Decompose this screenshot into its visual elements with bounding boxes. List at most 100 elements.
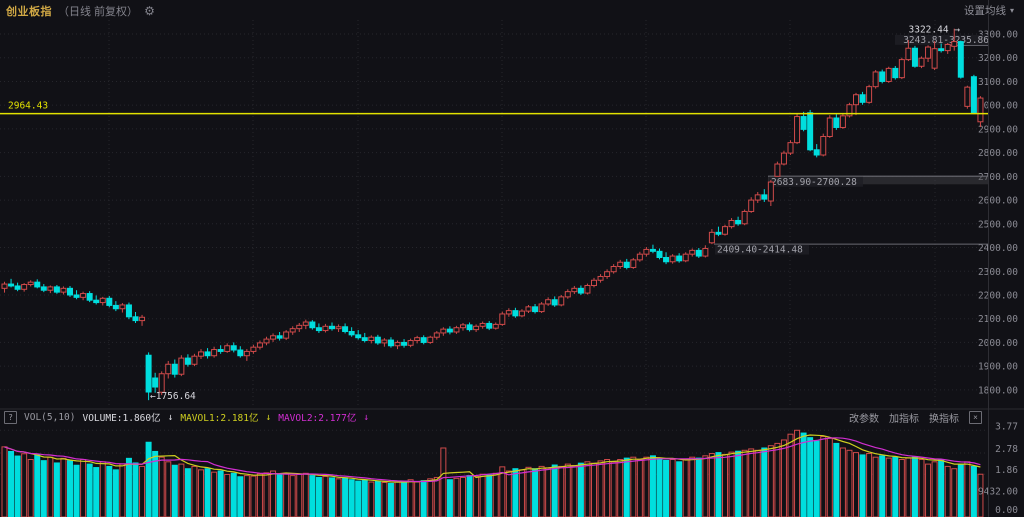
candle xyxy=(558,296,565,306)
volume-bar xyxy=(623,457,630,517)
volume-bar xyxy=(361,479,368,517)
gear-icon[interactable]: ⚙ xyxy=(144,4,155,18)
volume-bar xyxy=(125,457,132,517)
modify-params-button[interactable]: 改参数 xyxy=(849,413,879,425)
candle xyxy=(676,255,683,262)
volume-bar xyxy=(178,463,185,517)
volume-axis-label: 9432.00 xyxy=(978,486,1018,497)
volume-bar xyxy=(853,452,859,517)
volume-bar xyxy=(93,467,100,517)
volume-legend: ? VOL(5,10) VOLUME:1.860亿 ↓ MAVOL1:2.181… xyxy=(4,410,369,424)
gap-label: 2683.90-2700.28 xyxy=(771,177,857,188)
candle xyxy=(329,325,335,330)
gap-label-bg xyxy=(895,34,989,45)
volume-bar xyxy=(67,460,73,517)
price-axis-label: 2600.00 xyxy=(978,196,1018,207)
volume-bar xyxy=(40,460,47,517)
candle xyxy=(754,194,761,201)
ma-settings-dropdown[interactable]: 设置均线 ▾ xyxy=(964,3,1014,18)
candle xyxy=(158,373,165,393)
close-icon[interactable]: × xyxy=(969,410,982,424)
candle xyxy=(813,149,820,156)
price-axis-label: 3000.00 xyxy=(978,101,1018,112)
volume-bar xyxy=(322,476,329,517)
volume-bar xyxy=(132,462,139,517)
volume-bar xyxy=(571,464,578,517)
symbol-name: 创业板指 xyxy=(6,6,52,18)
volume-bar xyxy=(145,441,152,517)
candle xyxy=(794,116,801,144)
candle xyxy=(545,299,552,305)
candle xyxy=(1,283,8,289)
candle xyxy=(853,94,859,106)
candle xyxy=(938,48,945,52)
help-icon[interactable]: ? xyxy=(4,410,17,424)
change-indicator-button[interactable]: 换指标 xyxy=(929,413,959,425)
volume-bar xyxy=(204,468,211,517)
volume-bar xyxy=(702,455,709,517)
candle xyxy=(957,41,964,78)
candle xyxy=(230,345,237,351)
volume-bar xyxy=(106,465,113,517)
candle xyxy=(748,199,755,212)
price-annotation: 3322.44 → xyxy=(909,25,961,36)
candle xyxy=(368,336,375,342)
volume-bar xyxy=(866,453,873,517)
candle xyxy=(93,299,100,304)
volume-bar xyxy=(446,479,453,517)
volume-bar xyxy=(787,433,794,517)
candle xyxy=(453,327,460,333)
gap-label-bg xyxy=(715,244,809,255)
candle xyxy=(125,304,132,318)
candle xyxy=(473,325,480,331)
volume-bar xyxy=(499,466,506,517)
volume-bar xyxy=(387,482,394,517)
candle xyxy=(237,349,244,357)
candle xyxy=(99,297,106,304)
volume-bar xyxy=(34,454,41,517)
candle xyxy=(492,323,499,329)
volume-bar xyxy=(342,477,349,517)
candle xyxy=(145,354,152,393)
volume-bar xyxy=(925,463,932,517)
candle xyxy=(623,261,630,268)
price-axis-label: 2900.00 xyxy=(978,124,1018,135)
candle xyxy=(198,351,204,357)
candle xyxy=(708,231,715,244)
volume-bar xyxy=(27,459,34,517)
candle xyxy=(866,86,873,103)
candle xyxy=(407,340,414,346)
volume-bar xyxy=(846,449,853,517)
candle xyxy=(217,349,224,352)
candle xyxy=(833,117,840,128)
volume-bar xyxy=(289,475,296,517)
indicator-name[interactable]: VOL(5,10) xyxy=(24,411,76,423)
volume-bar xyxy=(315,476,322,517)
volume-bar xyxy=(931,461,938,517)
volume-bar xyxy=(741,449,748,517)
price-axis-label: 2300.00 xyxy=(978,267,1018,278)
candle xyxy=(250,346,257,352)
volume-bar xyxy=(368,481,375,517)
volume-bar xyxy=(584,461,591,517)
candle xyxy=(767,181,774,202)
candle xyxy=(73,294,80,298)
candle xyxy=(387,339,394,347)
volume-bar xyxy=(296,473,303,517)
volume-bar xyxy=(119,463,126,517)
candle xyxy=(584,284,591,294)
volume-bar xyxy=(656,458,663,517)
candle xyxy=(420,337,427,343)
volume-bar xyxy=(604,459,611,517)
volume-bar xyxy=(964,461,971,517)
add-indicator-button[interactable]: 加指标 xyxy=(889,413,919,425)
candle xyxy=(86,293,93,301)
price-axis-label: 2700.00 xyxy=(978,172,1018,183)
candle xyxy=(466,324,473,331)
candle xyxy=(551,299,558,306)
reference-line-label: 2964.43 xyxy=(8,101,48,112)
candle xyxy=(735,219,742,225)
candle xyxy=(715,231,722,235)
candle xyxy=(499,313,506,325)
